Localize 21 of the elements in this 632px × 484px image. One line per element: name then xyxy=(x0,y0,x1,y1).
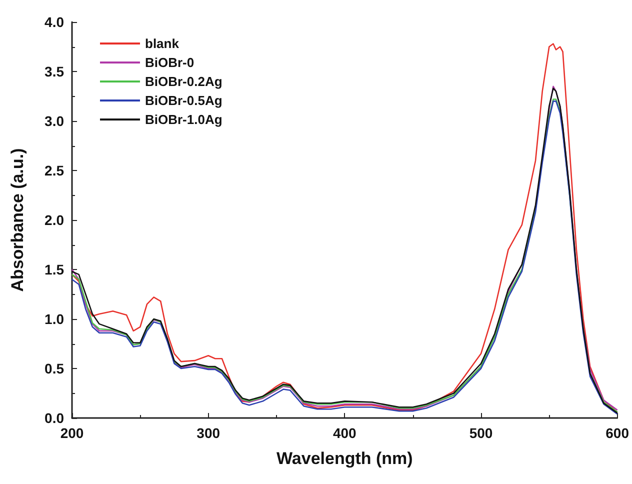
legend-label: BiOBr-0.5Ag xyxy=(145,93,222,108)
legend-label: BiOBr-0.2Ag xyxy=(145,74,222,89)
y-tick-label: 4.0 xyxy=(44,14,64,30)
y-tick-label: 2.0 xyxy=(44,212,64,228)
y-tick-label: 2.5 xyxy=(44,162,64,178)
legend-label: blank xyxy=(145,36,180,51)
x-tick-label: 300 xyxy=(196,425,220,441)
x-tick-label: 400 xyxy=(332,425,357,441)
x-tick-label: 200 xyxy=(60,425,84,441)
legend-label: BiOBr-1.0Ag xyxy=(145,112,222,127)
x-axis-title: Wavelength (nm) xyxy=(276,449,413,468)
x-tick-label: 600 xyxy=(606,425,630,441)
x-tick-label: 500 xyxy=(469,425,493,441)
y-tick-label: 3.5 xyxy=(44,64,64,80)
y-tick-label: 1.0 xyxy=(44,311,64,327)
y-tick-label: 0.0 xyxy=(44,410,64,426)
y-tick-label: 0.5 xyxy=(44,360,64,376)
y-tick-label: 1.5 xyxy=(44,262,64,278)
y-tick-label: 3.0 xyxy=(44,113,64,129)
y-axis-title: Absorbance (a.u.) xyxy=(8,148,27,292)
legend-label: BiOBr-0 xyxy=(145,55,194,70)
